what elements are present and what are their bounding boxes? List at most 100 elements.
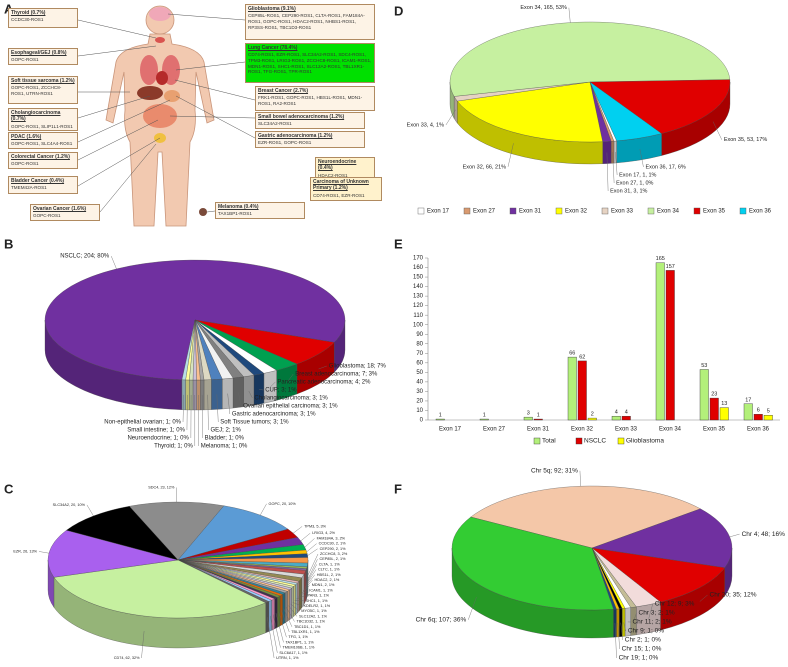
bar [611,415,621,421]
x-tick-label: Exon 33 [615,427,638,433]
slice [591,508,733,568]
slice [177,505,289,561]
bar [435,418,445,421]
y-tick-label: 160 [413,265,424,271]
slice-side [232,376,244,409]
slice-label: CUP; 3; 1% [265,388,297,394]
value-label: 1 [483,413,486,419]
slice-label: Chr 5q; 92; 31% [531,467,578,474]
leader-line [38,551,49,554]
y-tick-label: 120 [413,303,424,309]
bar [709,397,719,421]
bar [533,418,543,421]
box-text: TMEM42A-ROS1 [11,185,47,191]
info-box: Neuroendocrine (0.4%) HDAC2-ROS1 [315,157,375,181]
slice-side [268,599,272,632]
slice-side [211,378,223,410]
info-box: Ovarian Cancer (1.6%) GOPC-ROS1 [30,204,100,221]
slice-label: Ovarian epithelial carcinoma; 3; 1% [243,404,338,410]
x-tick-label: Exon 34 [659,427,682,433]
slice-side [243,375,255,407]
leader-line [507,143,514,167]
slice-label: TAX1BP1, 1, 1% [286,640,315,644]
slice-label: Exon 34, 165, 53% [520,5,567,11]
box-title: Gastric adenocarcinoma (1.2%) [258,133,333,139]
slice-label: Cholangiocarcinoma; 3; 1% [254,396,328,402]
leader-line [186,394,188,431]
bar [621,415,631,421]
x-tick-label: Exon 27 [483,427,506,433]
y-tick-label: 170 [413,256,424,262]
y-tick-label: 60 [416,360,423,366]
slice-label: Thyroid; 1; 0% [154,444,193,450]
slice-side [613,608,617,638]
info-box: Small bowel adenocarcinoma (1.2%) SLC34A2… [255,112,365,129]
slice-label: CLTC, 1, 1% [318,568,340,572]
slice-label: TBC1D32, 1, 1% [297,620,326,624]
legend-label: Exon 34 [657,209,680,215]
value-label: 4 [615,410,618,416]
y-tick-label: 150 [413,275,424,281]
y-tick-label: 50 [416,370,423,376]
slice [451,516,614,611]
box-title: Cholangiocarcinoma (0.7%) [11,110,61,123]
bar [665,270,675,421]
slice-label: NSCLC; 204; 80% [60,254,110,260]
leader-line [286,373,294,383]
slice-side [295,582,298,616]
slice-label: CEP85L, 2, 1% [319,557,346,561]
leader-line [300,533,311,542]
slice-label: Exon 33, 4, 1% [407,122,444,128]
leader-line [318,365,327,370]
slice-label: Breast adenocarcinoma; 7; 3% [295,372,378,378]
slice-side [297,580,300,614]
bar [577,360,587,421]
box-title: Neuroendocrine (0.4%) [318,159,357,172]
info-box: Carcinoma of Unknown Primary (1.2%) CD74-… [310,177,382,201]
value-label: 17 [745,397,751,403]
leader-line [288,605,298,617]
legend-label: Exon 17 [427,209,450,215]
info-box: Soft tissue sarcoma (1.2%) GOPC-ROS1, ZCC… [8,76,78,104]
legend-swatch [555,207,563,215]
box-text: GOPC-ROS1 [11,161,39,167]
legend-swatch [693,207,701,215]
leader-line [278,611,287,638]
box-text: CD74-ROS1, EZR-ROS1 [313,192,365,198]
info-box: Gastric adenocarcinoma (1.2%) EZR-ROS1, G… [255,131,365,148]
leader-line [606,152,609,192]
leader-line [182,394,184,423]
leader-line [302,579,313,592]
slice-label: EZR, 26, 13% [13,549,37,553]
legend-swatch [533,437,541,445]
box-text: TAX1BP1-ROS1 [218,211,252,217]
pie-sides [449,81,731,165]
box-text: CD74-ROS1, EZR-ROS1, SLC34A2-ROS1, SDC4-… [248,52,372,75]
slice-side [274,597,278,630]
y-tick-label: 30 [416,389,423,395]
slice [591,547,725,603]
slice-side [203,379,212,411]
value-label: 6 [757,408,760,414]
leader-line [296,595,306,600]
slice-side [613,140,617,164]
info-box: Lung Cancer (78.4%) CD74-ROS1, EZR-ROS1, … [245,43,375,83]
y-tick-label: 0 [420,418,424,424]
leader-line [86,504,94,517]
leader-line [227,393,231,415]
value-label: 23 [711,392,717,398]
box-title: Colorectal Cancer (1.2%) [11,154,70,160]
box-text: CCDC30-ROS1 [11,17,44,23]
info-box: Breast Cancer (2.7%) FRK1-ROS1, GOPC-ROS1… [255,86,375,111]
x-tick-label: Exon 32 [571,427,594,433]
leader-line [283,608,293,627]
legend-label: Exon 35 [703,209,726,215]
leader-line [272,614,281,648]
info-box: Melanoma (0.4%) TAX1BP1-ROS1 [215,202,305,219]
slice-side [291,586,294,619]
slice-label: Chr 3; 2; 1% [639,610,675,617]
info-box: PDAC (1.6%) GOPC-ROS1, SLC4A4-ROS1 [8,132,78,149]
legend-swatch [417,207,425,215]
slice-label: GEJ; 2; 1% [211,428,242,434]
slice-label: Exon 35, 53, 17% [724,137,768,143]
